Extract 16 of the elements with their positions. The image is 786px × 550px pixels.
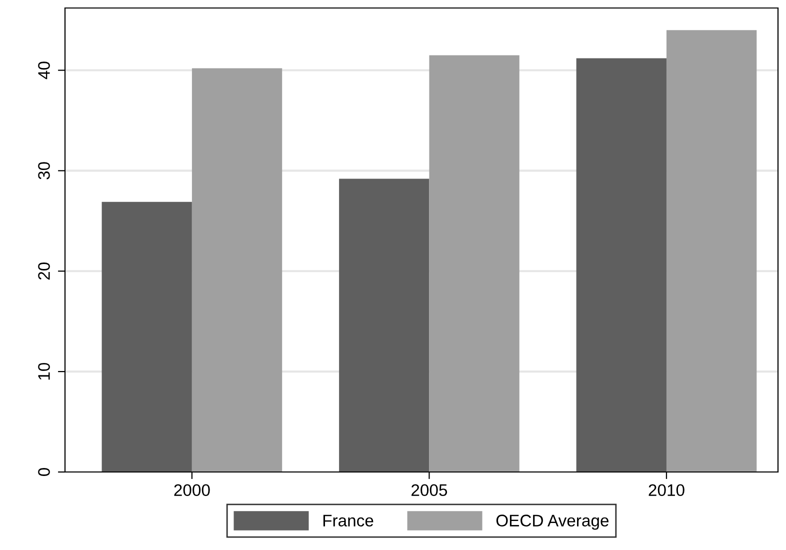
x-tick-label: 2005 bbox=[412, 484, 448, 496]
legend-label: OECD Average bbox=[496, 514, 609, 530]
x-tick-label: 2010 bbox=[648, 484, 684, 496]
legend-label: France bbox=[323, 514, 374, 526]
bar bbox=[576, 58, 666, 472]
bar bbox=[429, 55, 520, 472]
y-tick-label: 0 bbox=[38, 468, 50, 476]
bar bbox=[102, 202, 192, 472]
y-tick-label: 20 bbox=[38, 262, 50, 280]
x-tick-label: 2000 bbox=[174, 484, 210, 496]
y-tick-label: 40 bbox=[38, 62, 50, 80]
y-tick-label: 10 bbox=[38, 362, 50, 380]
bar bbox=[339, 178, 430, 472]
bar bbox=[666, 30, 757, 472]
bar bbox=[192, 68, 282, 472]
y-tick-label: 30 bbox=[38, 162, 50, 180]
